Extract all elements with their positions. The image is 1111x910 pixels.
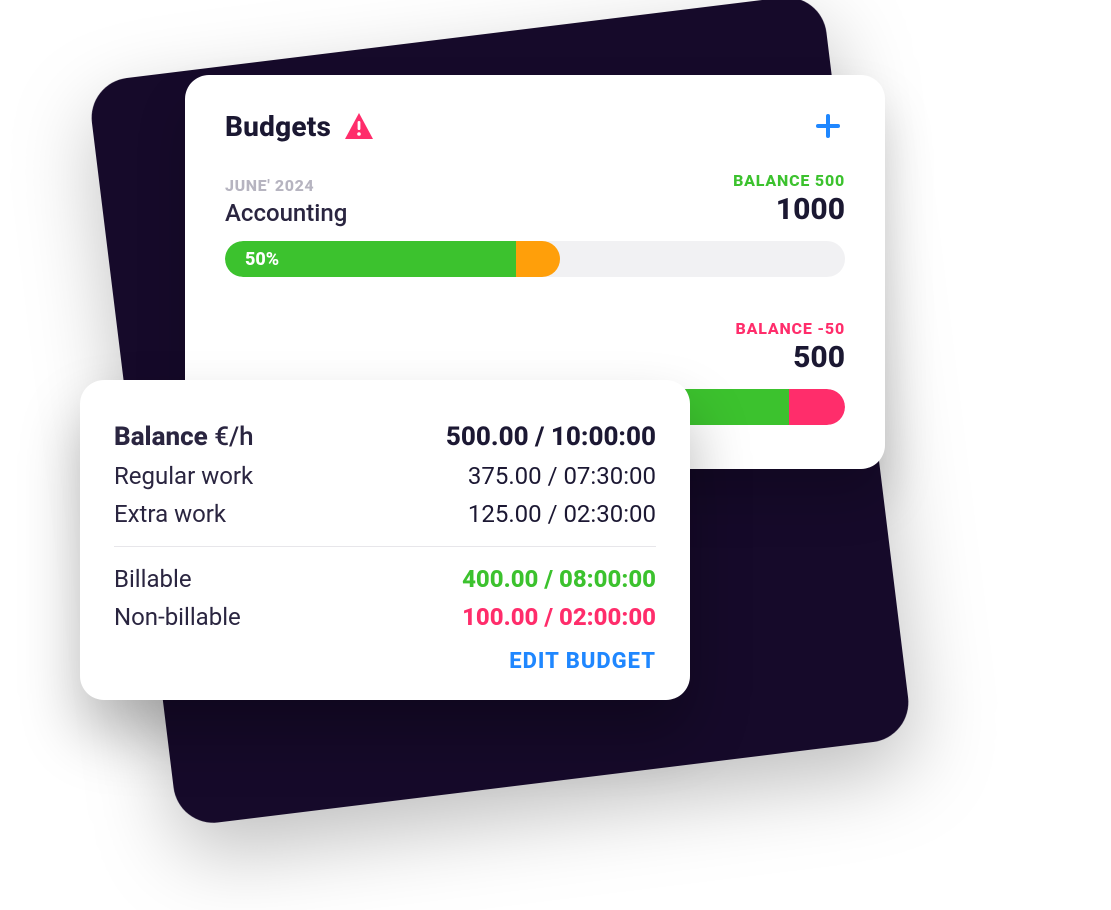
progress-segment — [516, 241, 559, 277]
balance-popover: Balance €/h 500.00 / 10:00:00 Regular wo… — [80, 380, 690, 700]
budget-total: 1000 — [733, 192, 845, 227]
row-label: Regular work — [114, 462, 253, 490]
budget-name: Accounting — [225, 199, 347, 227]
billable-row: Billable 400.00 / 08:00:00 — [114, 565, 656, 593]
edit-budget-button[interactable]: EDIT BUDGET — [509, 649, 656, 674]
budget-item[interactable]: JUNE' 2024 Accounting BALANCE 500 1000 50% — [225, 171, 845, 277]
progress-segment — [789, 389, 845, 425]
warning-icon — [345, 113, 373, 139]
budget-total: 500 — [736, 340, 845, 375]
row-value: 125.00 / 02:30:00 — [468, 500, 656, 528]
row-label: Non-billable — [114, 603, 241, 631]
balance-header-value: 500.00 / 10:00:00 — [446, 422, 656, 452]
progress-percent-label: 50% — [245, 241, 279, 277]
budget-progress: 50% — [225, 241, 845, 277]
balance-title: Balance €/h — [114, 422, 254, 452]
budgets-header: Budgets — [225, 109, 845, 143]
budgets-title: Budgets — [225, 110, 331, 143]
budget-balance-label: BALANCE -50 — [736, 319, 845, 338]
divider — [114, 546, 656, 547]
add-budget-button[interactable] — [811, 109, 845, 143]
balance-title-text: Balance — [114, 422, 208, 452]
balance-header-row: Balance €/h 500.00 / 10:00:00 — [114, 422, 656, 452]
row-label: Billable — [114, 565, 192, 593]
work-row: Regular work 375.00 / 07:30:00 — [114, 462, 656, 490]
row-label: Extra work — [114, 500, 226, 528]
row-value: 100.00 / 02:00:00 — [462, 603, 656, 631]
work-row: Extra work 125.00 / 02:30:00 — [114, 500, 656, 528]
row-value: 400.00 / 08:00:00 — [462, 565, 656, 593]
budget-balance-label: BALANCE 500 — [733, 171, 845, 190]
row-value: 375.00 / 07:30:00 — [468, 462, 656, 490]
budget-period: JUNE' 2024 — [225, 176, 347, 195]
billable-row: Non-billable 100.00 / 02:00:00 — [114, 603, 656, 631]
balance-unit: €/h — [214, 422, 253, 452]
